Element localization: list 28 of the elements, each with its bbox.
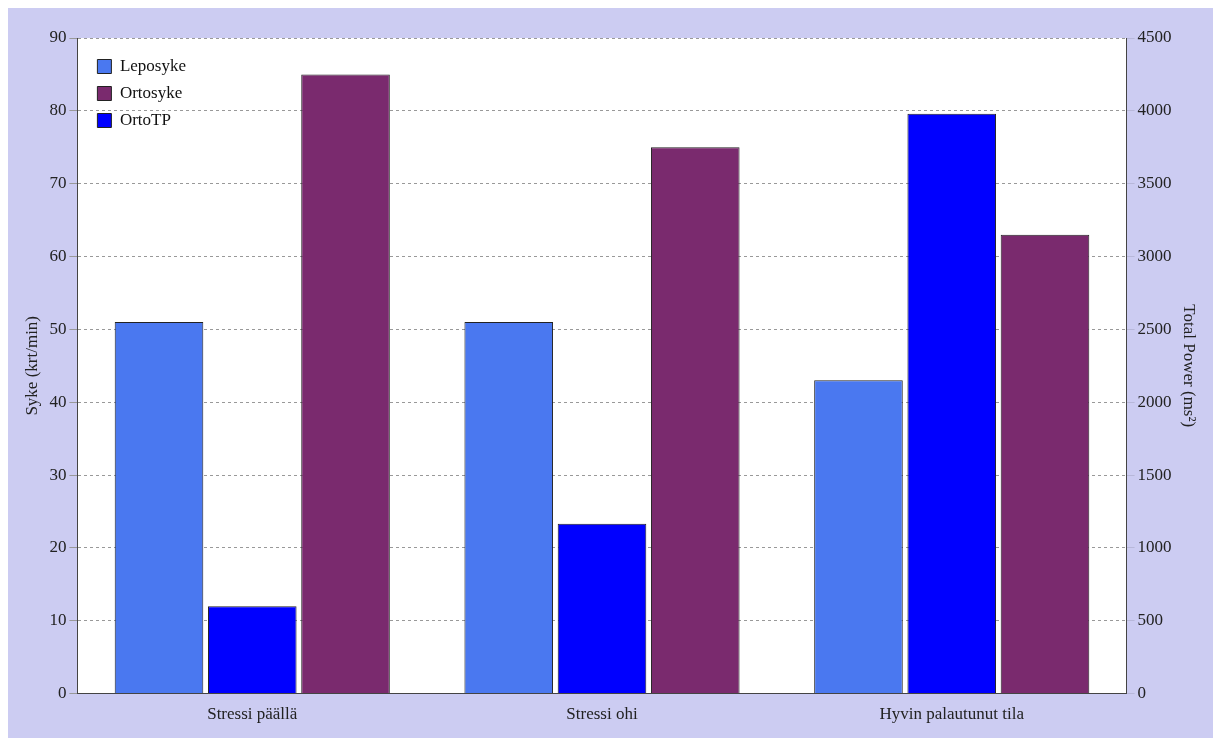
y2-tick-label: 4500 [1137,27,1172,47]
y2-tick-label: 1000 [1137,537,1172,557]
y-tick-label: 40 [49,391,67,411]
y-tick-label: 30 [49,464,67,484]
y2-tick-label: 500 [1137,610,1164,630]
legend-label: Ortosyke [119,82,183,102]
y2-tick-label: 4000 [1137,100,1172,120]
y2-tick-label: 3500 [1137,173,1172,193]
y-tick-label: 50 [49,318,67,338]
legend-label: Leposyke [119,55,186,75]
y-tick-label: 90 [49,27,67,47]
y-axis-title: Syke (krt/min) [21,315,41,416]
legend-label: OrtoTP [119,109,171,129]
y2-axis-title: Total Power (ms²) [1180,304,1200,428]
y2-tick-label: 3000 [1137,246,1172,265]
y2-tick-label: 0 [1137,683,1147,703]
y2-tick-label: 1500 [1137,464,1172,484]
y-tick-label: 20 [49,537,67,557]
y-tick-label: 80 [49,100,67,120]
y-tick-label: 10 [49,610,67,630]
y-tick-label: 70 [49,173,67,193]
x-tick-label: Hyvin palautunut tila [879,704,1025,724]
y-tick-label: 60 [49,246,67,265]
y2-tick-label: 2500 [1137,318,1172,338]
y-tick-label: 0 [57,683,67,703]
x-tick-label: Stressi päällä [207,704,298,724]
x-tick-label: Stressi ohi [566,704,638,724]
y2-tick-label: 2000 [1137,391,1172,411]
